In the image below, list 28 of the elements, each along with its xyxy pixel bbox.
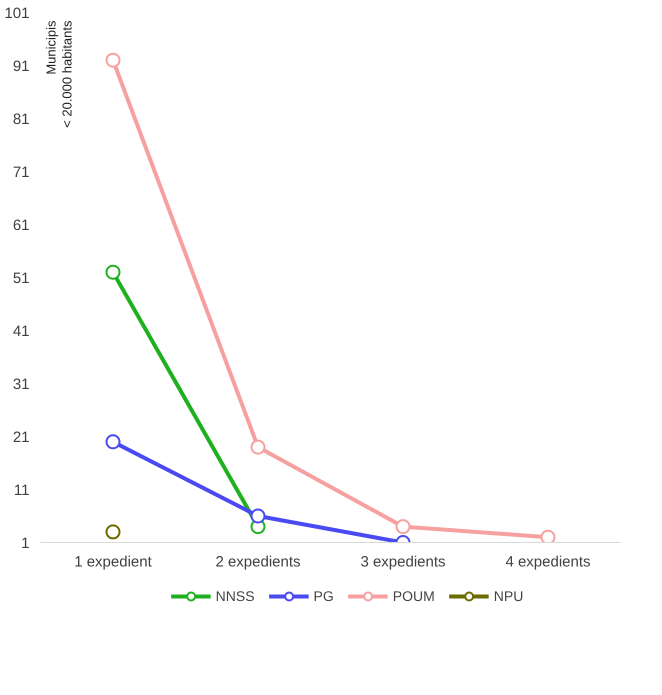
point xyxy=(106,434,120,450)
legend-label: NPU xyxy=(494,588,524,604)
x-tick-label: 2 expedients xyxy=(215,554,301,570)
y-tick-label: 21 xyxy=(12,429,30,446)
x-tick-label: 4 expedients xyxy=(505,554,591,570)
point xyxy=(106,52,120,68)
y-tick-label: 11 xyxy=(14,482,30,499)
y-tick-label: 101 xyxy=(4,5,30,22)
point xyxy=(106,524,120,540)
point xyxy=(106,264,120,280)
x-tick-label: 3 expedients xyxy=(360,554,446,570)
y-tick-label: 41 xyxy=(12,323,30,340)
legend-label: PG xyxy=(314,588,334,604)
x-tick-label: 1 expedient xyxy=(74,554,153,570)
legend-label: NNSS xyxy=(216,588,255,604)
legend-label: POUM xyxy=(392,588,435,604)
y-tick-label: 91 xyxy=(12,58,30,75)
point xyxy=(396,519,410,534)
y-tick-label: 1 xyxy=(21,535,30,552)
point xyxy=(250,508,266,524)
y-tick-label: 51 xyxy=(12,270,30,287)
point xyxy=(250,440,266,455)
y-axis-title: Municipis < 20.000 habitants xyxy=(44,20,74,128)
y-tick-label: 71 xyxy=(12,164,30,181)
point xyxy=(540,530,556,542)
y-tick-label: 31 xyxy=(12,376,30,393)
y-tick-label: 61 xyxy=(12,217,30,234)
y-tick-label: 81 xyxy=(12,111,30,128)
